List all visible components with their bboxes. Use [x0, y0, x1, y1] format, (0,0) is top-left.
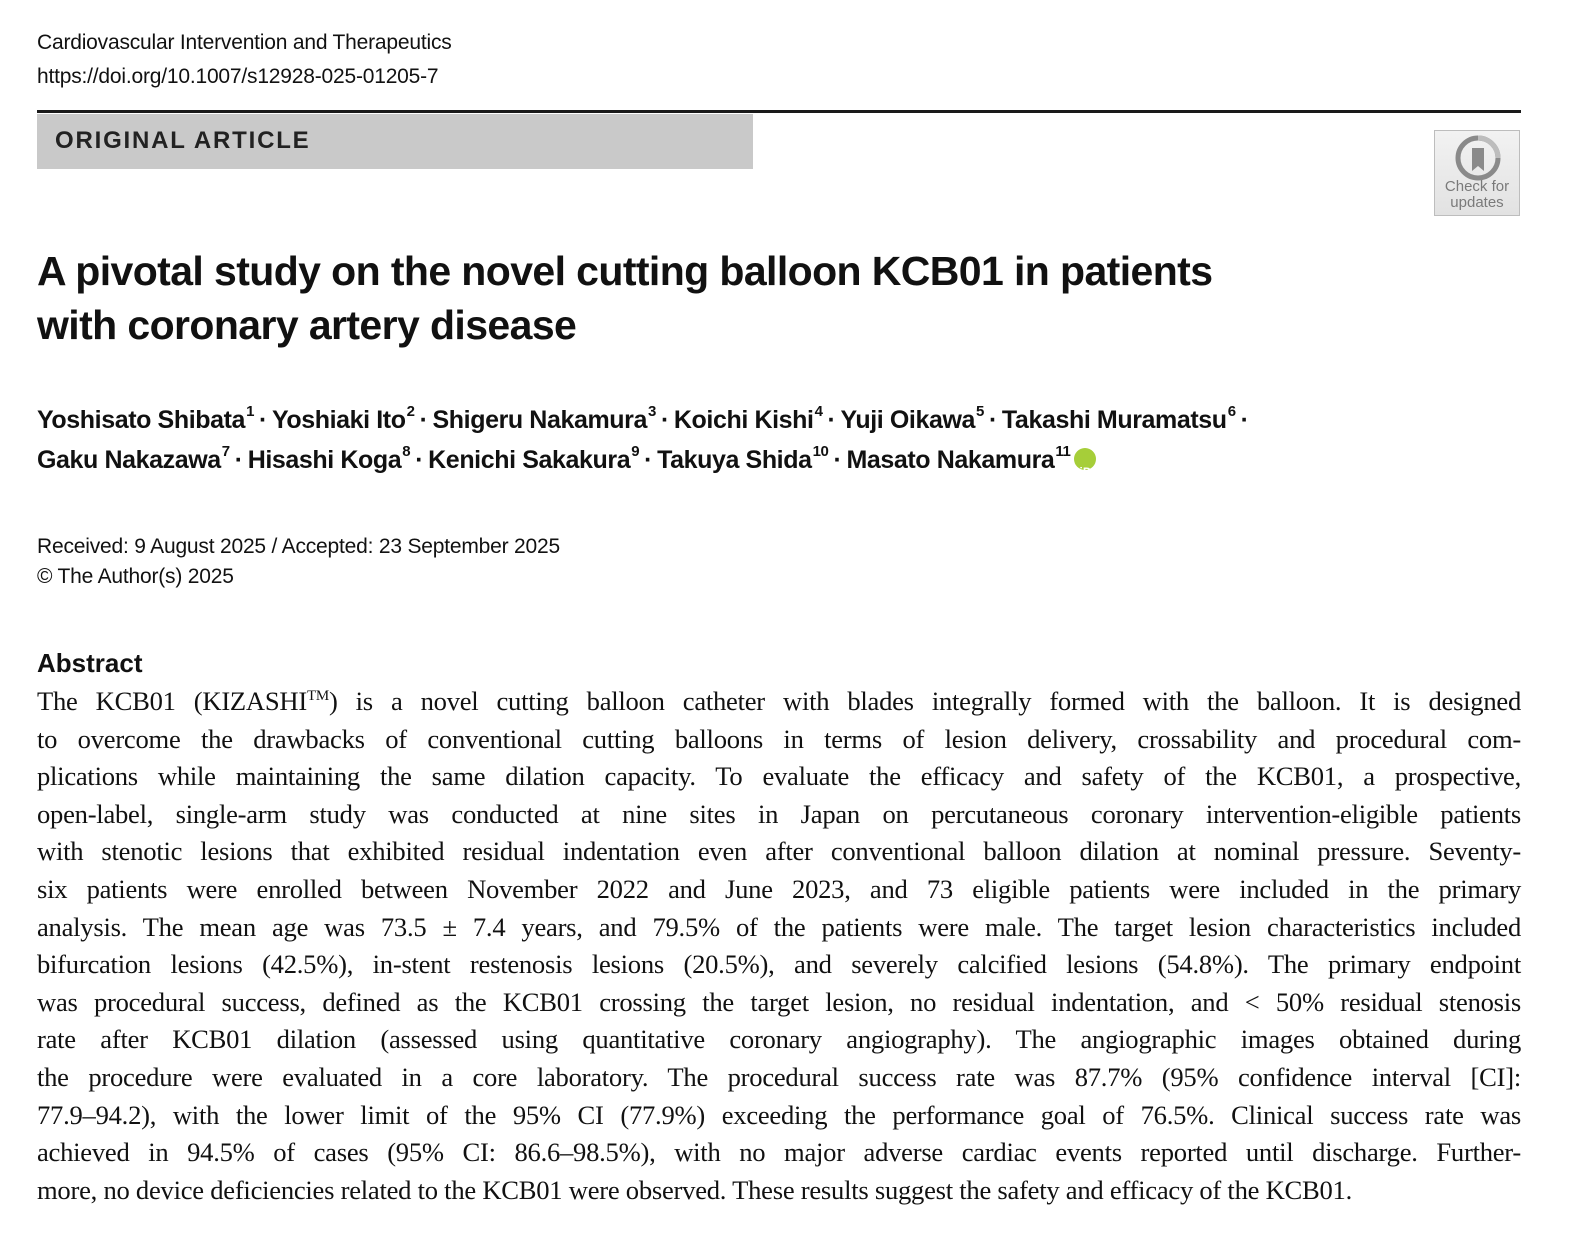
- abstract-line: to overcome the drawbacks of conventiona…: [37, 723, 1521, 754]
- abstract-line: The KCB01 (KIZASHITM) is a novel cutting…: [37, 686, 1521, 716]
- author[interactable]: Koichi Kishi4: [673, 402, 823, 434]
- author[interactable]: Kenichi Sakakura9: [428, 442, 640, 474]
- abstract-line: plications while maintaining the same di…: [37, 761, 1521, 792]
- author[interactable]: Masato Nakamura11: [846, 442, 1071, 474]
- check-for-updates-button[interactable]: Check for updates: [1434, 130, 1520, 216]
- title-line-2: with coronary artery disease: [37, 302, 577, 348]
- abstract-line: 77.9–94.2), with the lower limit of the …: [37, 1099, 1521, 1130]
- author[interactable]: Yoshiaki Ito2: [271, 402, 415, 434]
- article-type-banner: ORIGINAL ARTICLE: [37, 114, 753, 169]
- abstract-text: The KCB01 (KIZASHITM) is a novel cutting…: [37, 683, 1521, 1209]
- doi-link[interactable]: https://doi.org/10.1007/s12928-025-01205…: [37, 65, 439, 88]
- author[interactable]: Takashi Muramatsu6: [1001, 402, 1236, 434]
- journal-name: Cardiovascular Intervention and Therapeu…: [37, 31, 452, 54]
- orcid-icon[interactable]: iD: [1074, 448, 1097, 479]
- title-line-1: A pivotal study on the novel cutting bal…: [37, 248, 1213, 294]
- abstract-line: the procedure were evaluated in a core l…: [37, 1061, 1521, 1092]
- author[interactable]: Yuji Oikawa5: [840, 402, 984, 434]
- check-updates-icon: [1455, 135, 1501, 181]
- author-line-1: Yoshisato Shibata1 · Yoshiaki Ito2 · Shigeru…: [37, 402, 1249, 434]
- abstract-line: rate after KCB01 dilation (assessed usin…: [37, 1024, 1521, 1055]
- abstract-line: analysis. The mean age was 73.5 ± 7.4 ye…: [37, 911, 1521, 942]
- author[interactable]: Shigeru Nakamura3: [432, 402, 657, 434]
- author[interactable]: Takuya Shida10: [657, 442, 829, 474]
- check-updates-label: Check for updates: [1444, 178, 1510, 211]
- author-list: Yoshisato Shibata1 · Yoshiaki Ito2 · Shigeru…: [37, 400, 1521, 480]
- copyright-notice: © The Author(s) 2025: [37, 565, 234, 588]
- header-rule: [37, 110, 1521, 113]
- article-type-label: ORIGINAL ARTICLE: [55, 127, 311, 154]
- trademark-symbol: TM: [306, 688, 329, 705]
- abstract-line: was procedural success, defined as the K…: [37, 986, 1521, 1017]
- abstract-line: with stenotic lesions that exhibited res…: [37, 836, 1521, 867]
- author[interactable]: Hisashi Koga8: [247, 442, 411, 474]
- abstract-line: six patients were enrolled between Novem…: [37, 873, 1521, 904]
- abstract-line: bifurcation lesions (42.5%), in-stent re…: [37, 949, 1521, 980]
- author[interactable]: Gaku Nakazawa7: [37, 442, 230, 474]
- author-line-2: Gaku Nakazawa7 · Hisashi Koga8 · Kenichi Sak…: [37, 440, 1521, 480]
- abstract-line: open-label, single-arm study was conduct…: [37, 798, 1521, 829]
- abstract-line: achieved in 94.5% of cases (95% CI: 86.6…: [37, 1137, 1521, 1168]
- abstract-heading: Abstract: [37, 648, 143, 678]
- abstract-line: more, no device deficiencies related to …: [37, 1174, 1352, 1205]
- received-accepted-dates: Received: 9 August 2025 / Accepted: 23 S…: [37, 535, 560, 558]
- author[interactable]: Yoshisato Shibata1: [37, 402, 255, 434]
- article-title: A pivotal study on the novel cutting bal…: [37, 244, 1337, 352]
